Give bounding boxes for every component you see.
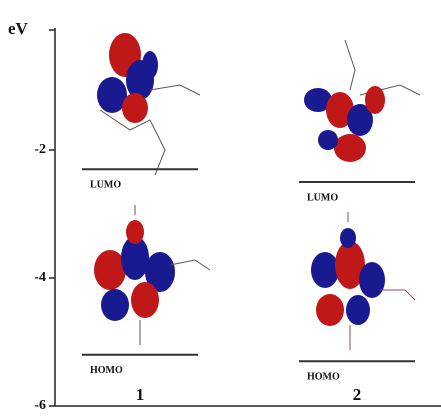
level-label: HOMO xyxy=(90,365,123,376)
y-tick-label: -6 xyxy=(34,398,46,413)
y-tick-label: -4 xyxy=(34,270,46,285)
x-tick-label: 2 xyxy=(353,385,362,404)
orbital-illustrations xyxy=(94,33,420,350)
level-label: HOMO xyxy=(307,371,340,382)
y-axis-label: eV xyxy=(8,19,29,38)
level-label: LUMO xyxy=(307,192,338,203)
x-tick-label: 1 xyxy=(136,385,145,404)
chart: eV xyxy=(0,0,441,416)
y-tick-label: -2 xyxy=(34,142,46,157)
orbital-homo-2 xyxy=(311,212,415,350)
level-label: LUMO xyxy=(90,179,121,190)
orbital-lumo-2 xyxy=(304,40,420,162)
orbital-lumo-1 xyxy=(97,33,200,175)
orbital-homo-1 xyxy=(94,205,210,345)
